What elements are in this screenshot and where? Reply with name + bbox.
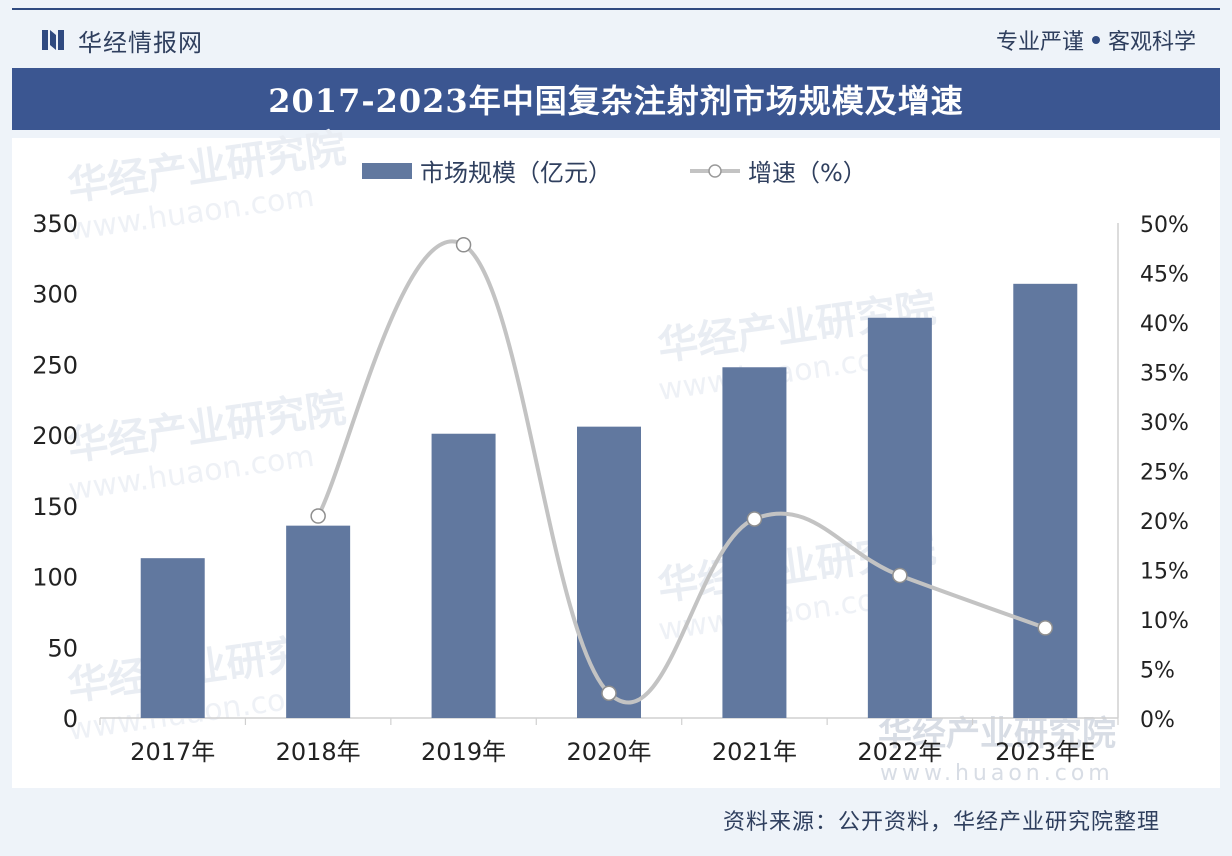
y-right-tick-label: 25% bbox=[1140, 461, 1189, 486]
y-left-tick-label: 300 bbox=[32, 281, 78, 309]
y-right-tick-label: 5% bbox=[1140, 659, 1175, 684]
axes-group: 0 50 100 150 200 250 300 350 0% 5% 10% 15% 20% 25% 30%… bbox=[32, 210, 1189, 766]
watermark-text: 华经产业研究院 bbox=[878, 714, 1116, 754]
growth-line-group bbox=[310, 237, 1054, 705]
bar-market-size bbox=[1013, 283, 1078, 718]
x-tick-label: 2018年 bbox=[276, 738, 361, 766]
growth-point bbox=[601, 685, 617, 701]
bar-market-size bbox=[431, 433, 496, 718]
source-note: 资料来源：公开资料，华经产业研究院整理 bbox=[722, 810, 1160, 835]
y-right-tick-label: 45% bbox=[1140, 263, 1189, 288]
bar-market-size bbox=[577, 426, 641, 718]
legend-bar-swatch bbox=[362, 163, 412, 179]
y-right-tick-label: 35% bbox=[1140, 362, 1189, 387]
x-tick-label: 2023年E bbox=[995, 738, 1095, 766]
y-right-tick-label: 15% bbox=[1140, 560, 1189, 585]
y-right-tick-label: 50% bbox=[1140, 213, 1189, 238]
tagline-left: 专业严谨 bbox=[995, 30, 1084, 55]
y-left-tick-label: 150 bbox=[32, 493, 78, 521]
title-bar: 2017-2023年中国复杂注射剂市场规模及增速 bbox=[12, 68, 1220, 130]
y-left-tick-label: 0 bbox=[63, 705, 78, 733]
bar-market-size bbox=[722, 367, 787, 718]
bars-group bbox=[140, 283, 1078, 718]
legend-line-label: 增速（%） bbox=[748, 159, 867, 187]
brand-header: 华经情报网 bbox=[40, 22, 203, 58]
growth-point bbox=[892, 567, 908, 584]
brand-name: 华经情报网 bbox=[78, 28, 203, 57]
bar-market-size bbox=[140, 558, 205, 718]
chart-title: 2017-2023年中国复杂注射剂市场规模及增速 bbox=[268, 82, 964, 120]
y-left-tick-label: 100 bbox=[32, 564, 78, 592]
y-right-tick-label: 0% bbox=[1140, 708, 1175, 733]
brand-logo-icon bbox=[42, 30, 64, 50]
y-right-tick-label: 30% bbox=[1140, 411, 1189, 436]
growth-point bbox=[746, 511, 763, 527]
growth-point bbox=[310, 508, 326, 524]
x-tick-label: 2019年 bbox=[421, 738, 506, 766]
x-tick-label: 2017年 bbox=[130, 738, 215, 766]
legend-bar-label: 市场规模（亿元） bbox=[420, 159, 612, 187]
growth-point bbox=[1037, 620, 1054, 636]
bullet-icon bbox=[1091, 36, 1100, 44]
legend-line-marker bbox=[708, 164, 722, 178]
legend: 市场规模（亿元） 增速（%） bbox=[362, 159, 867, 187]
y-left-tick-label: 350 bbox=[32, 210, 78, 238]
watermark-url: www.huaon.com bbox=[880, 761, 1114, 786]
y-left-tick-label: 50 bbox=[47, 634, 78, 662]
bar-market-size bbox=[867, 317, 932, 718]
tagline: 专业严谨 客观科学 bbox=[996, 22, 1196, 58]
growth-line bbox=[316, 239, 1046, 705]
y-left-tick-label: 200 bbox=[32, 422, 78, 450]
y-right-tick-label: 20% bbox=[1140, 510, 1189, 535]
y-right-tick-label: 40% bbox=[1140, 312, 1189, 337]
footer: 资料来源：公开资料，华经产业研究院整理 bbox=[12, 792, 1220, 848]
y-right-tick-label: 10% bbox=[1140, 609, 1189, 634]
x-tick-label: 2020年 bbox=[566, 738, 651, 766]
tagline-right: 客观科学 bbox=[1107, 30, 1196, 55]
bar-market-size bbox=[286, 525, 351, 718]
x-tick-label: 2022年 bbox=[857, 738, 942, 766]
y-left-tick-label: 250 bbox=[32, 351, 78, 379]
top-rule bbox=[12, 8, 1220, 10]
growth-point bbox=[455, 237, 472, 253]
x-tick-label: 2021年 bbox=[712, 738, 797, 766]
